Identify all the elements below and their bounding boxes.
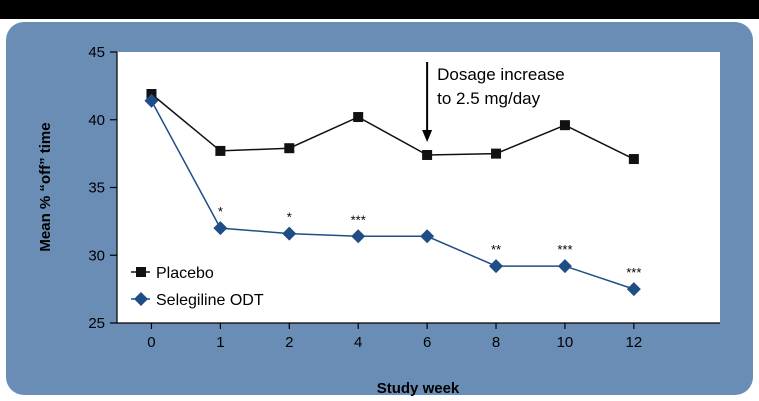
- significance-marker: *: [218, 204, 223, 219]
- data-point-selegiline-odt: [351, 229, 366, 244]
- x-tick-label: 12: [626, 334, 643, 351]
- data-point-placebo: [491, 148, 502, 159]
- legend-marker-placebo: [136, 267, 146, 277]
- y-tick-label: 45: [88, 44, 105, 61]
- y-tick-label: 30: [88, 247, 105, 264]
- series-line-selegiline-odt: [150, 100, 635, 290]
- annotation-line-2: to 2.5 mg/day: [437, 89, 541, 108]
- data-point-selegiline-odt: [626, 282, 641, 297]
- legend-item-selegiline: Selegiline ODT: [131, 292, 264, 309]
- x-tick-label: 10: [557, 334, 574, 351]
- data-point-selegiline-odt: [420, 229, 435, 244]
- x-axis-title: Study week: [377, 380, 460, 397]
- annotation-line-1: Dosage increase: [437, 65, 565, 84]
- legend-item-placebo: Placebo: [131, 265, 214, 282]
- x-tick-label: 2: [285, 334, 293, 351]
- significance-marker: **: [491, 242, 501, 257]
- dosage-annotation: Dosage increase to 2.5 mg/day: [422, 62, 565, 142]
- top-bar: [0, 0, 759, 19]
- data-point-selegiline-odt: [489, 259, 504, 274]
- legend-marker-selegiline: [134, 292, 148, 306]
- significance-layer: * * ***** ******: [218, 204, 642, 280]
- x-tick-label: 4: [354, 334, 362, 351]
- x-tick-label: 0: [147, 334, 155, 351]
- y-tick-label: 40: [88, 112, 105, 129]
- legend-label-selegiline: Selegiline ODT: [156, 292, 264, 309]
- series-layer: [144, 89, 641, 297]
- data-point-selegiline-odt: [144, 93, 159, 108]
- x-tick-label: 6: [423, 334, 431, 351]
- data-point-selegiline-odt: [213, 221, 228, 236]
- significance-marker: ***: [626, 265, 641, 280]
- data-point-placebo: [559, 120, 570, 131]
- y-tick-label: 25: [88, 315, 105, 332]
- data-point-selegiline-odt: [557, 259, 572, 274]
- significance-marker: *: [287, 210, 292, 225]
- data-point-selegiline-odt: [282, 226, 297, 241]
- annotation-arrow-head: [422, 130, 433, 142]
- legend-label-placebo: Placebo: [156, 265, 214, 282]
- significance-marker: ***: [557, 242, 572, 257]
- series-line-placebo: [150, 93, 635, 160]
- series-selegiline-odt: [144, 93, 641, 297]
- data-point-placebo: [628, 154, 639, 165]
- x-tick-label: 8: [492, 334, 500, 351]
- legend: Placebo Selegiline ODT: [131, 265, 264, 309]
- y-ticks: 45 40 35 30 25: [88, 44, 117, 332]
- data-point-placebo: [422, 149, 433, 160]
- x-tick-label: 1: [216, 334, 224, 351]
- data-point-placebo: [284, 143, 295, 154]
- significance-marker: ***: [351, 212, 366, 227]
- data-point-placebo: [215, 145, 226, 156]
- x-ticks: 0 1 2 4 6 8 10 12: [147, 323, 642, 351]
- data-point-placebo: [353, 112, 364, 123]
- plot-area: [117, 52, 720, 323]
- y-axis-title: Mean % “off” time: [37, 122, 54, 251]
- y-tick-label: 35: [88, 180, 105, 197]
